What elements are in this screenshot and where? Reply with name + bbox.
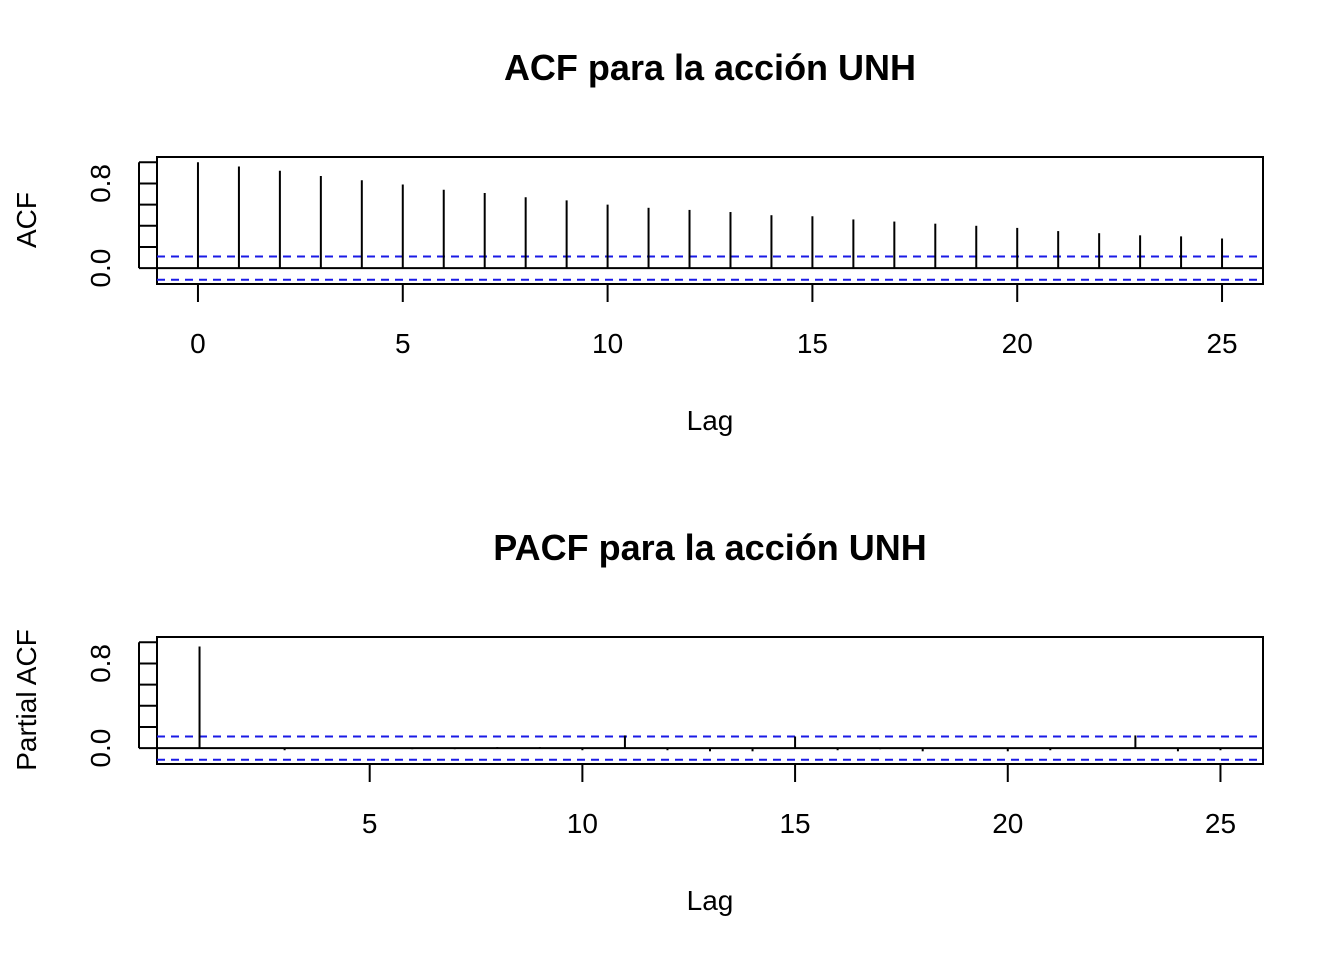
pacf-x-tick-label-25: 25 (1205, 808, 1236, 839)
pacf-plot-frame (156, 636, 1264, 765)
pacf-chart-title: PACF para la acción UNH (493, 527, 926, 568)
acf-x-axis-label: Lag (687, 405, 734, 436)
acf-x-tick-label-20: 20 (1002, 328, 1033, 359)
pacf-x-axis-label: Lag (687, 885, 734, 916)
pacf-x-tick-label-15: 15 (779, 808, 810, 839)
acf-chart-title: ACF para la acción UNH (504, 47, 916, 88)
pacf-x-tick-label-20: 20 (992, 808, 1023, 839)
acf-x-tick-label-10: 10 (592, 328, 623, 359)
acf-x-tick-label-15: 15 (797, 328, 828, 359)
pacf-y-tick-label-0.8: 0.8 (85, 644, 116, 683)
pacf-panel: PACF para la acción UNH Lag Partial ACF … (11, 527, 1264, 916)
pacf-y-axis-label: Partial ACF (11, 629, 42, 771)
acf-x-tick-label-5: 5 (395, 328, 411, 359)
pacf-x-tick-label-10: 10 (567, 808, 598, 839)
acf-x-tick-label-25: 25 (1206, 328, 1237, 359)
acf-panel: ACF para la acción UNH Lag ACF 0 5 10 15 20 2… (11, 47, 1264, 436)
acf-x-tick-label-0: 0 (190, 328, 206, 359)
acf-y-axis-label: ACF (11, 192, 42, 248)
acf-y-tick-label-0.0: 0.0 (85, 249, 116, 288)
acf-plot-frame (156, 156, 1264, 285)
pacf-x-tick-label-5: 5 (362, 808, 378, 839)
acf-y-tick-label-0.8: 0.8 (85, 164, 116, 203)
pacf-y-tick-label-0.0: 0.0 (85, 729, 116, 768)
